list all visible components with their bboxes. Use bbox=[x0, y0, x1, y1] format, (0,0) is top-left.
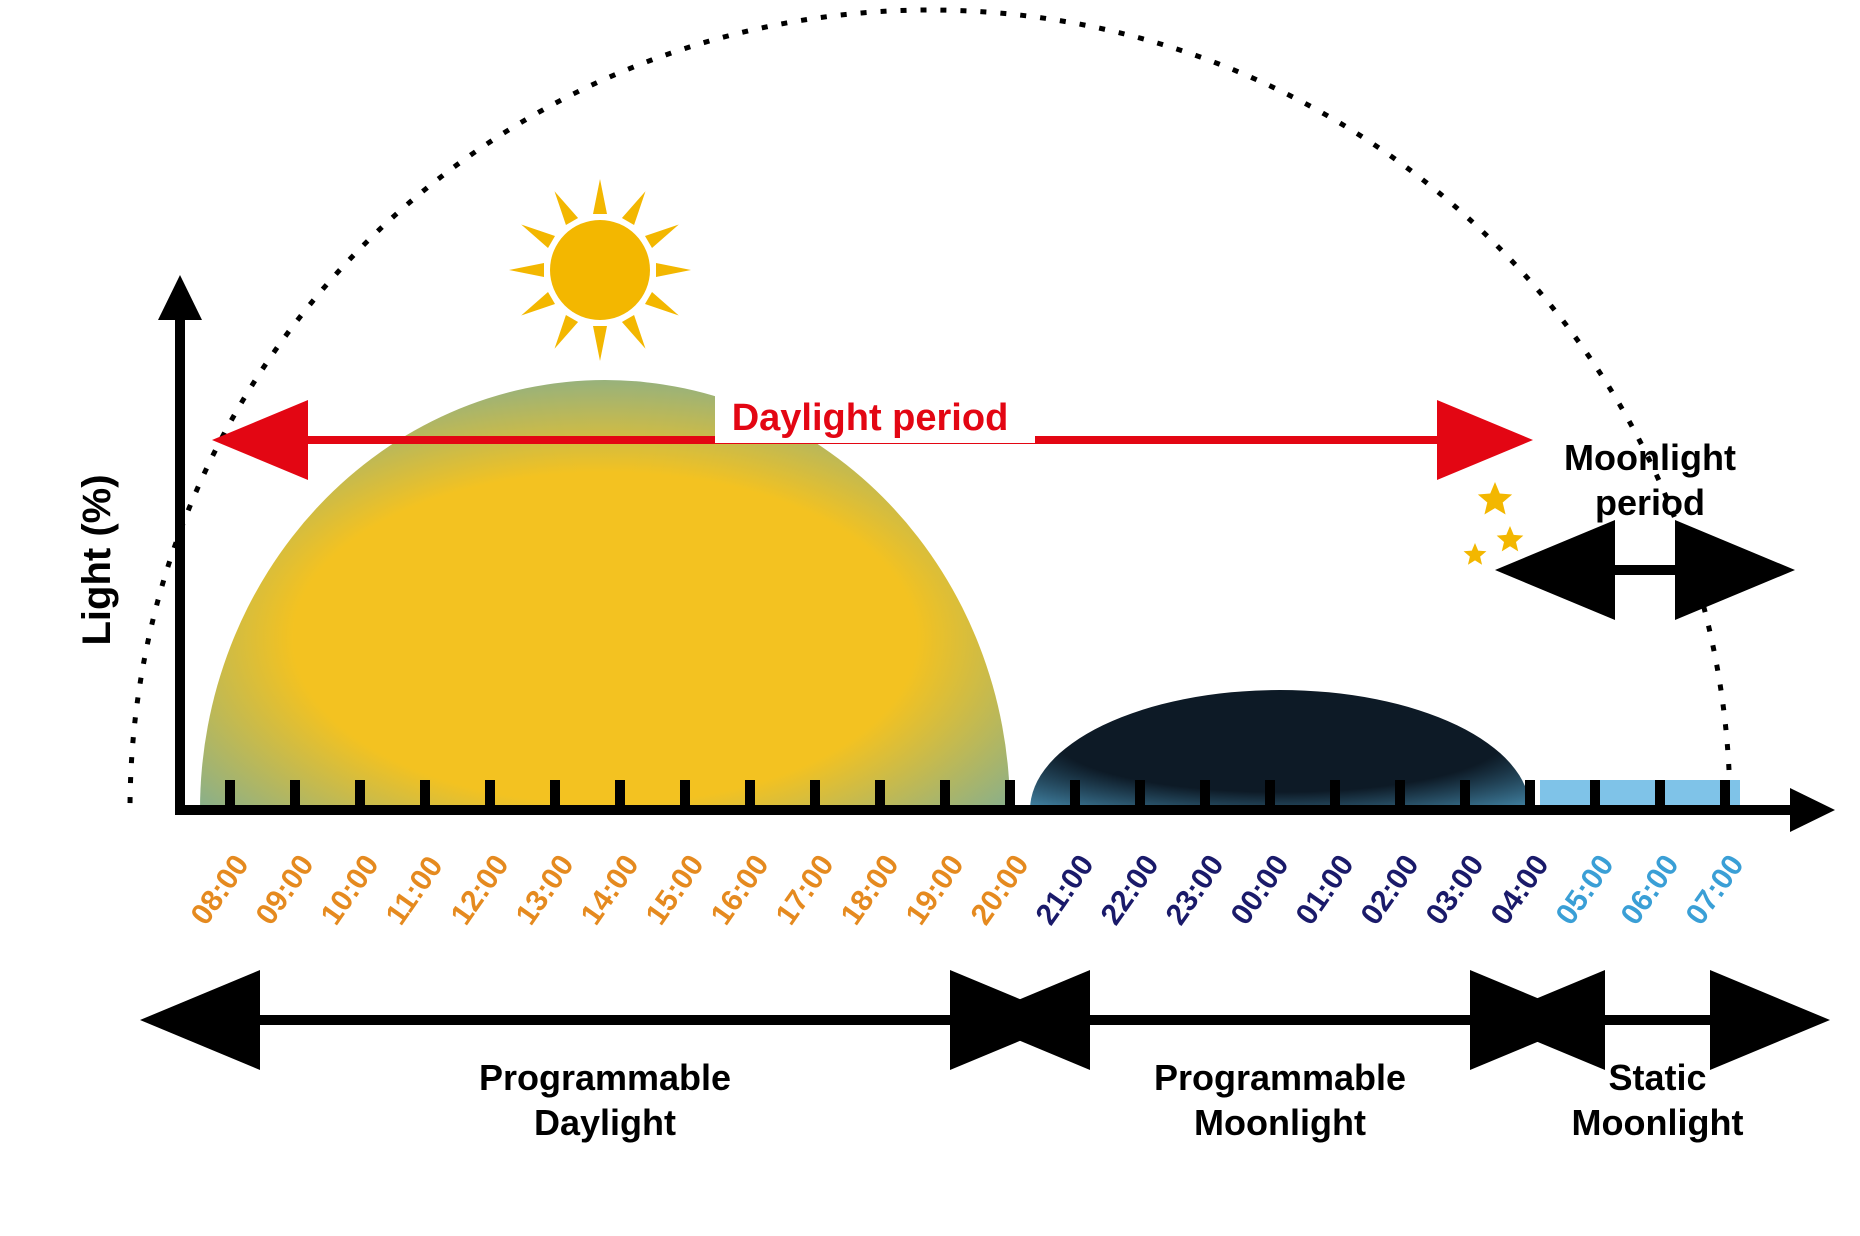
moonlight-hump bbox=[1030, 690, 1530, 810]
hour-tick bbox=[1590, 780, 1600, 810]
hour-label: 20:00 bbox=[965, 849, 1036, 931]
hour-tick bbox=[810, 780, 820, 810]
hour-label: 22:00 bbox=[1095, 849, 1166, 931]
hour-label: 08:00 bbox=[185, 849, 256, 931]
moonlight-period-label-1: Moonlight bbox=[1564, 437, 1736, 478]
section-label-1: Programmable bbox=[1154, 1057, 1406, 1098]
hour-label: 09:00 bbox=[250, 849, 321, 931]
section-label-2: Daylight bbox=[534, 1102, 676, 1143]
hour-label: 16:00 bbox=[705, 849, 776, 931]
hour-tick bbox=[1460, 780, 1470, 810]
x-axis-arrowhead bbox=[1790, 788, 1835, 832]
hour-label: 02:00 bbox=[1355, 849, 1426, 931]
hour-tick bbox=[420, 780, 430, 810]
star-icon bbox=[1478, 482, 1512, 515]
hour-label: 05:00 bbox=[1550, 849, 1621, 931]
moonlight-period-label-2: period bbox=[1595, 482, 1705, 523]
hour-tick bbox=[1395, 780, 1405, 810]
hour-label: 04:00 bbox=[1485, 849, 1556, 931]
hour-tick bbox=[940, 780, 950, 810]
hour-tick bbox=[355, 780, 365, 810]
hour-tick bbox=[745, 780, 755, 810]
hour-label: 06:00 bbox=[1615, 849, 1686, 931]
hour-label: 18:00 bbox=[835, 849, 906, 931]
star-icon bbox=[1464, 543, 1487, 565]
hour-tick bbox=[1655, 780, 1665, 810]
hour-tick bbox=[1330, 780, 1340, 810]
section-label-2: Moonlight bbox=[1194, 1102, 1366, 1143]
hour-tick bbox=[1200, 780, 1210, 810]
hour-tick bbox=[1070, 780, 1080, 810]
section-label-1: Programmable bbox=[479, 1057, 731, 1098]
hour-tick bbox=[680, 780, 690, 810]
hour-label: 15:00 bbox=[640, 849, 711, 931]
y-axis-label: Light (%) bbox=[75, 474, 119, 645]
hour-tick bbox=[1525, 780, 1535, 810]
hour-tick bbox=[1135, 780, 1145, 810]
hour-tick bbox=[875, 780, 885, 810]
hour-label: 03:00 bbox=[1420, 849, 1491, 931]
hour-label: 14:00 bbox=[575, 849, 646, 931]
hour-tick bbox=[225, 780, 235, 810]
hour-label: 21:00 bbox=[1030, 849, 1101, 931]
section-label-2: Moonlight bbox=[1572, 1102, 1744, 1143]
hour-label: 10:00 bbox=[315, 849, 386, 931]
hour-label: 17:00 bbox=[770, 849, 841, 931]
sun-icon bbox=[509, 179, 691, 361]
y-axis-arrowhead bbox=[158, 275, 202, 320]
hour-label: 11:00 bbox=[380, 850, 450, 930]
section-label-1: Static bbox=[1608, 1057, 1706, 1098]
hour-label: 23:00 bbox=[1160, 849, 1231, 931]
hour-label: 00:00 bbox=[1225, 849, 1296, 931]
hour-label: 12:00 bbox=[445, 849, 516, 931]
daylight-hump bbox=[200, 380, 1010, 810]
hour-tick bbox=[615, 780, 625, 810]
star-icon bbox=[1497, 526, 1524, 551]
hour-tick bbox=[485, 780, 495, 810]
hour-tick bbox=[550, 780, 560, 810]
hour-label: 13:00 bbox=[510, 849, 581, 931]
hour-tick bbox=[1005, 780, 1015, 810]
moon-icon bbox=[1363, 482, 1523, 622]
hour-label: 19:00 bbox=[900, 849, 971, 931]
hour-tick bbox=[290, 780, 300, 810]
daylight-period-label: Daylight period bbox=[732, 397, 1009, 439]
hour-tick bbox=[1720, 780, 1730, 810]
hour-label: 01:00 bbox=[1290, 849, 1361, 931]
hour-label: 07:00 bbox=[1680, 849, 1751, 931]
hour-tick bbox=[1265, 780, 1275, 810]
